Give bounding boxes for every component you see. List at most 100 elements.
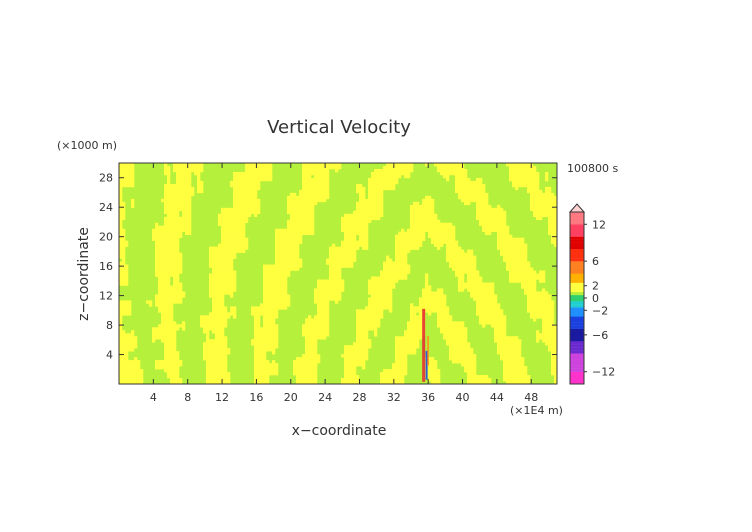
colorbar-segment (570, 279, 584, 283)
field-cell (209, 312, 237, 316)
field-cell (314, 300, 330, 304)
field-cell (119, 363, 141, 367)
field-cell (359, 195, 366, 200)
field-cell (164, 192, 195, 197)
field-cell (119, 303, 132, 307)
field-cell (446, 243, 459, 247)
field-cell (203, 327, 225, 331)
field-cell (356, 186, 366, 191)
field-cell (221, 237, 249, 241)
field-cell (422, 294, 447, 298)
x-tick-label: 8 (184, 391, 191, 404)
field-cell (254, 324, 261, 328)
field-cell (131, 330, 135, 334)
field-cell (395, 351, 417, 355)
field-cell (542, 324, 558, 328)
field-cell (497, 243, 528, 247)
field-cell (443, 174, 450, 179)
field-cell (341, 240, 369, 244)
field-cell (503, 255, 528, 259)
field-cell (455, 180, 483, 185)
colorbar-segment (570, 301, 584, 305)
field-cell (122, 258, 126, 262)
field-cell (287, 195, 330, 200)
field-cell (443, 336, 468, 340)
colorbar-label: −2 (592, 304, 608, 317)
field-cell (425, 163, 429, 167)
field-cell (524, 291, 549, 295)
field-cell (149, 303, 153, 307)
field-cell (155, 246, 180, 250)
field-cell (548, 348, 558, 352)
field-cell (164, 195, 192, 200)
field-cell (428, 378, 441, 382)
field-cell (215, 333, 225, 337)
field-cell (404, 330, 426, 334)
colorbar-segment (570, 316, 584, 320)
field-cell (407, 324, 426, 328)
field-cell (410, 210, 435, 215)
field-cell (182, 213, 192, 218)
field-cell (119, 198, 123, 203)
field-cell (254, 333, 279, 337)
field-cell (296, 378, 318, 382)
field-cell (455, 183, 486, 188)
field-cell (548, 231, 558, 235)
field-cell (119, 216, 126, 221)
field-cell (380, 372, 408, 376)
field-cell (368, 297, 393, 301)
field-cell (254, 369, 279, 373)
field-cell (383, 369, 408, 373)
field-cell (254, 336, 279, 340)
field-cell (209, 252, 237, 256)
field-cell (422, 201, 435, 206)
field-cell (335, 168, 339, 173)
field-cell (215, 336, 228, 340)
field-cell (398, 231, 426, 235)
field-cell (164, 369, 180, 373)
field-cell (425, 360, 438, 364)
colorbar-label: −6 (592, 329, 608, 342)
field-cell (302, 163, 342, 167)
field-cell (164, 201, 192, 206)
field-cell (548, 222, 558, 227)
field-cell (419, 312, 426, 316)
field-cell (551, 360, 558, 364)
field-cell (152, 228, 192, 232)
field-cell (545, 174, 549, 179)
field-cell (509, 177, 540, 182)
field-cell (158, 324, 186, 328)
field-cell (329, 270, 342, 274)
field-cell (302, 330, 330, 334)
x-tick-label: 20 (284, 391, 298, 404)
colorbar-label: 12 (592, 218, 606, 231)
field-cell (299, 189, 330, 194)
field-cell (254, 375, 270, 379)
field-cell (233, 177, 273, 182)
field-cell (305, 351, 318, 355)
field-cell (221, 210, 261, 215)
field-cell (509, 171, 540, 176)
field-cell (440, 171, 468, 176)
field-cell (164, 204, 192, 209)
field-cell (455, 273, 465, 277)
field-cell (212, 300, 225, 304)
y-unit-label: (×1000 m) (57, 139, 117, 152)
field-cell (410, 312, 417, 316)
field-cell (155, 252, 183, 256)
colorbar-segment (570, 233, 584, 237)
field-cell (530, 207, 558, 212)
field-cell (530, 312, 555, 316)
field-cell (476, 303, 501, 307)
field-cell (155, 303, 174, 307)
field-cell (119, 345, 138, 349)
field-cell (395, 339, 420, 343)
field-cell (167, 177, 171, 182)
field-cell (254, 351, 267, 355)
field-cell (317, 306, 330, 310)
colorbar-segment (570, 285, 584, 289)
field-cell (395, 246, 420, 250)
field-cell (302, 180, 330, 185)
field-cell (212, 309, 228, 313)
x-tick-label: 16 (249, 391, 263, 404)
